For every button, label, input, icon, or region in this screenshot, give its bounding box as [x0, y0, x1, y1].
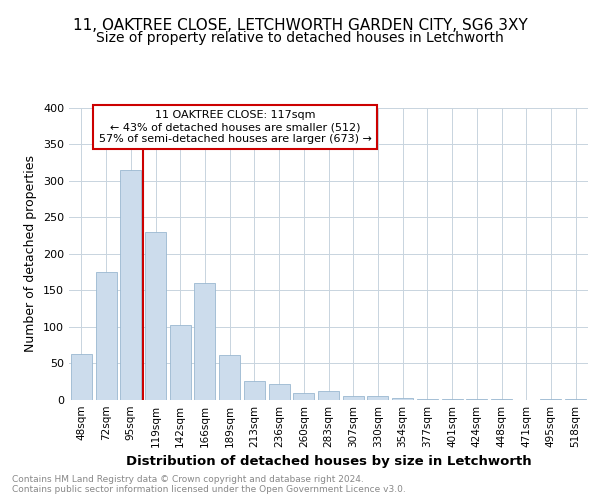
- Bar: [71, 354, 92, 400]
- Bar: [269, 384, 290, 400]
- Bar: [565, 398, 586, 400]
- Bar: [194, 283, 215, 400]
- Bar: [145, 232, 166, 400]
- Text: Contains HM Land Registry data © Crown copyright and database right 2024.
Contai: Contains HM Land Registry data © Crown c…: [12, 475, 406, 494]
- Text: 11 OAKTREE CLOSE: 117sqm
← 43% of detached houses are smaller (512)
57% of semi-: 11 OAKTREE CLOSE: 117sqm ← 43% of detach…: [98, 110, 371, 144]
- Text: Size of property relative to detached houses in Letchworth: Size of property relative to detached ho…: [96, 31, 504, 45]
- Bar: [392, 398, 413, 400]
- Bar: [417, 398, 438, 400]
- Bar: [170, 324, 191, 400]
- X-axis label: Distribution of detached houses by size in Letchworth: Distribution of detached houses by size …: [125, 456, 532, 468]
- Text: 11, OAKTREE CLOSE, LETCHWORTH GARDEN CITY, SG6 3XY: 11, OAKTREE CLOSE, LETCHWORTH GARDEN CIT…: [73, 18, 527, 32]
- Bar: [343, 396, 364, 400]
- Y-axis label: Number of detached properties: Number of detached properties: [25, 155, 37, 352]
- Bar: [219, 354, 240, 400]
- Bar: [120, 170, 141, 400]
- Bar: [244, 381, 265, 400]
- Bar: [318, 391, 339, 400]
- Bar: [293, 394, 314, 400]
- Bar: [367, 396, 388, 400]
- Bar: [95, 272, 116, 400]
